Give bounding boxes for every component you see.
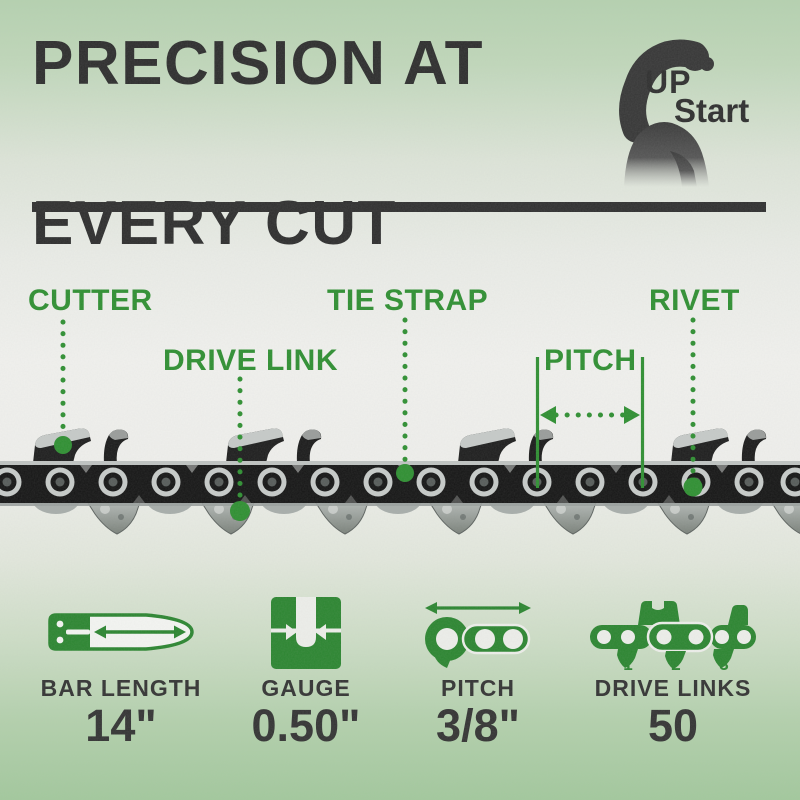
drive-link-number-2: 2 [671,655,680,671]
chain-link-icon [425,602,531,668]
spec-value: 14" [85,700,157,751]
guide-bar-icon [48,613,194,651]
page-title: PRECISION AT EVERY CUT [32,24,484,264]
drive-links-chain-icon: 1 2 3 [590,601,756,671]
spec-drive-links: 1 2 3 DRIVE LINKS 50 [567,585,779,749]
label-rivet: RIVET [649,284,740,317]
logo-word-start: Start [674,92,750,129]
spec-value: 3/8" [436,700,520,751]
pitch-arrowhead-right [624,406,640,424]
spec-label: DRIVE LINKS [594,675,752,701]
spec-pitch: PITCH 3/8" [372,585,584,749]
label-pitch: PITCH [544,344,637,377]
gauge-notch-icon [271,597,341,669]
title-underline [32,202,766,212]
label-drive-link: DRIVE LINK [163,344,339,377]
title-line-1: PRECISION AT [32,29,485,98]
title-line-2: EVERY CUT [32,189,397,258]
drive-link-number-1: 1 [623,655,632,671]
spec-bar-length: BAR LENGTH 14" [15,585,227,749]
spec-label: PITCH [441,675,515,701]
spec-label: BAR LENGTH [40,675,202,701]
label-cutter: CUTTER [28,284,153,317]
upstart-logo: UP Start [598,35,793,187]
chainsaw-chain-image [0,428,800,535]
spec-value: 50 [647,700,699,751]
drive-link-number-3: 3 [719,655,728,671]
pitch-arrowhead-left [540,406,556,424]
label-tie-strap: TIE STRAP [327,284,489,317]
